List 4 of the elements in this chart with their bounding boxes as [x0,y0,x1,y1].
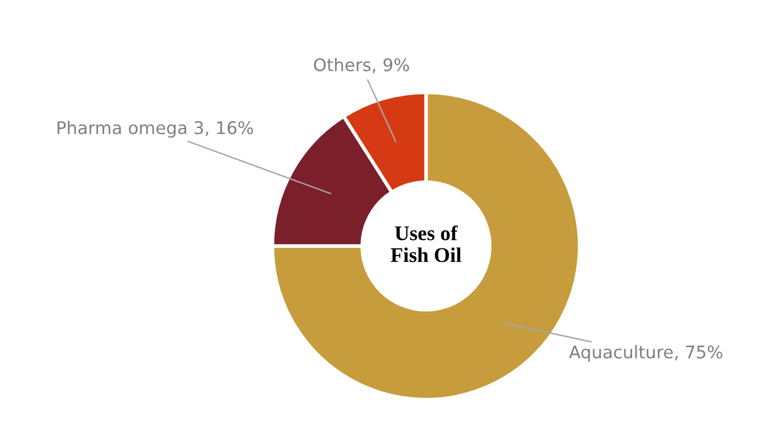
slice-label: Others, 9% [314,58,409,74]
slice-label: Aquaculture, 75% [568,345,722,362]
text: Uses of Fish Oil [390,225,462,262]
slice-label: Pharma omega 3, 16% [58,120,254,138]
